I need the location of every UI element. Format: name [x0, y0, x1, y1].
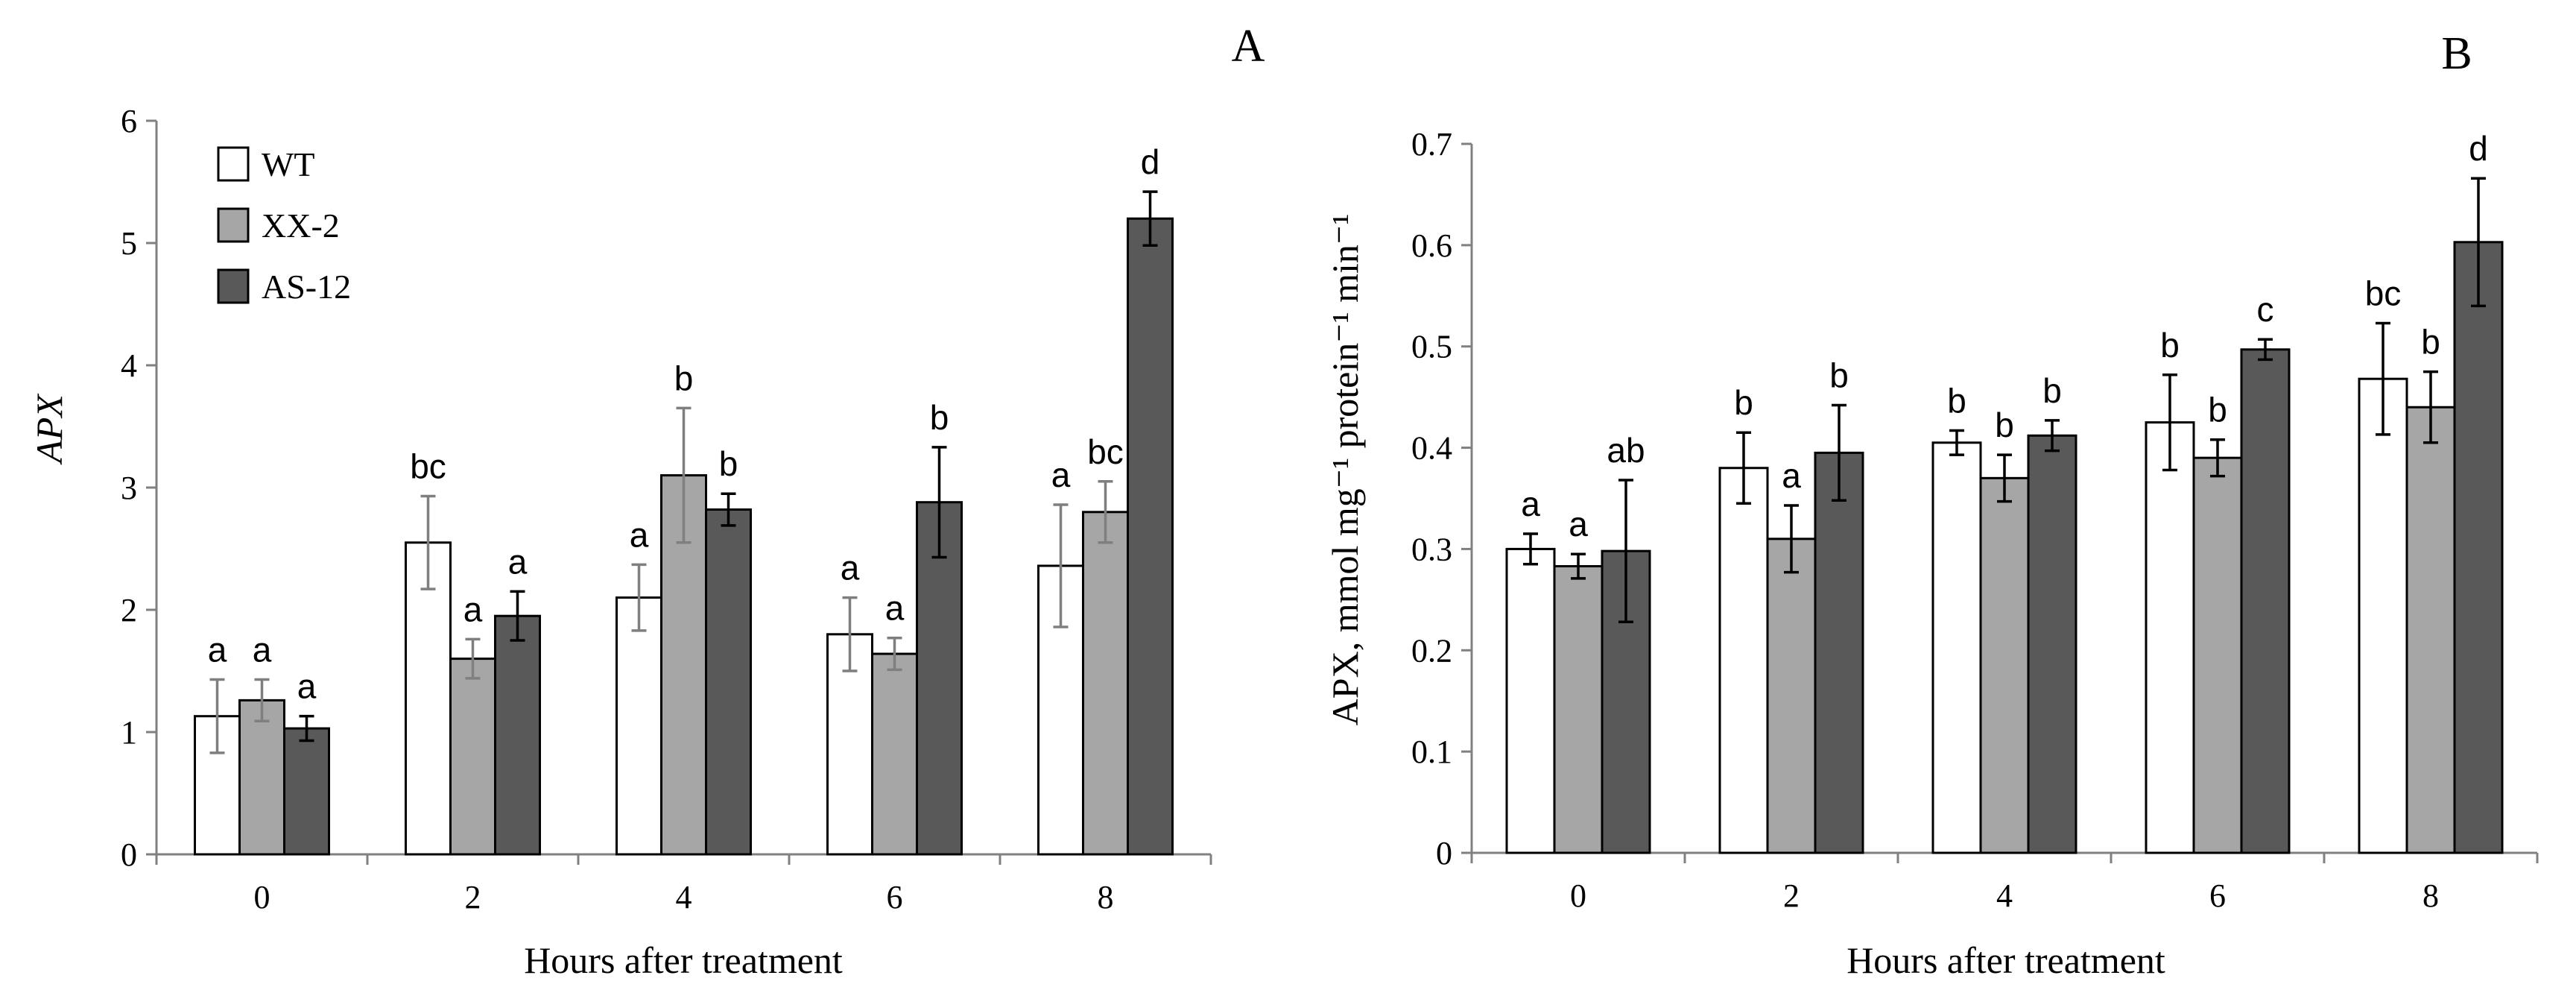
panel-a-x-tick-label: 2 — [465, 879, 481, 915]
panel-a-bar-wt — [615, 596, 662, 856]
panel-b-bar-xx-2 — [1553, 565, 1604, 854]
panel-a-significance-label: a — [253, 630, 272, 669]
panel-a-y-tick-label: 4 — [121, 347, 137, 384]
panel-a-bar-xx-2 — [449, 658, 496, 856]
panel-a-significance-label: b — [674, 359, 694, 397]
panel-a-significance-label: d — [1141, 142, 1160, 181]
panel-b-chart: B APX, mmol mg⁻¹ protein⁻¹ min⁻¹ Hours a… — [1324, 28, 2539, 981]
panel-a-y-axis-title: APX — [28, 393, 70, 465]
panel-b-bar-wt — [1505, 547, 1556, 854]
panel-a-significance-label: b — [719, 444, 738, 483]
panel-a-y-tick-label: 2 — [121, 592, 137, 628]
panel-a-legend-label: AS-12 — [262, 268, 351, 306]
panel-a-x-axis-title: Hours after treatment — [524, 939, 843, 981]
panel-b-y-tick-label: 0.4 — [1411, 430, 1452, 467]
panel-a-legend-label: WT — [262, 145, 315, 183]
panel-b-bar-wt — [2358, 377, 2408, 854]
panel-a-y-tick-label: 5 — [121, 225, 137, 262]
panel-b-significance-label: b — [2160, 326, 2180, 365]
panel-a-significance-label: a — [1051, 455, 1071, 494]
panel-b-bar-xx-2 — [1766, 538, 1817, 854]
panel-a-y-tick-label: 6 — [121, 103, 137, 139]
panel-b-bar-wt — [1718, 467, 1769, 854]
panel-b-significance-label: bc — [2365, 274, 2402, 312]
panel-b-bar-xx-2 — [1979, 476, 2030, 854]
panel-b-x-axis-title: Hours after treatment — [1846, 939, 2165, 981]
panel-b-significance-label: c — [2257, 290, 2274, 329]
panel-a-bar-xx-2 — [871, 652, 918, 856]
panel-a-bar-xx-2 — [1082, 511, 1129, 856]
panel-a-significance-label: a — [463, 590, 483, 628]
panel-a-x-tick-label: 0 — [254, 879, 270, 915]
panel-a-significance-label: a — [885, 589, 905, 628]
panel-a-axes: 0 1 2 3 4 5 6 0 2 4 6 8 — [121, 103, 1212, 915]
panel-a-bar-as-12 — [705, 508, 752, 856]
panel-b-significance-label: b — [1995, 406, 2014, 444]
panel-b-significance-label: b — [2208, 391, 2227, 429]
panel-a-significance-label: a — [630, 515, 649, 554]
panel-b-bar-as-12 — [1814, 451, 1864, 854]
panel-b-significance-label: ab — [1607, 431, 1645, 470]
panel-b-bar-as-12 — [2453, 241, 2504, 854]
panel-b-x-tick-label: 6 — [2209, 877, 2226, 914]
panel-a-significance-label: a — [208, 630, 227, 669]
panel-a-significance-label: a — [508, 542, 528, 581]
panel-b-x-tick-label: 2 — [1783, 877, 1800, 914]
panel-a-significance-label: b — [930, 398, 949, 437]
panel-a-y-tick-label: 0 — [121, 836, 137, 873]
panel-a-bar-as-12 — [283, 727, 330, 856]
panel-a-legend-swatch-xx-2 — [217, 207, 250, 243]
panel-a-significance-label: a — [841, 549, 860, 587]
panel-a-significance-label: bc — [1087, 432, 1124, 471]
panel-b-significance-label: d — [2469, 129, 2488, 168]
panel-b-bar-xx-2 — [2192, 456, 2243, 854]
panel-b-y-tick-label: 0.2 — [1411, 632, 1452, 669]
panel-b-bar-xx-2 — [2405, 406, 2456, 854]
panel-b-significance-label: a — [1521, 485, 1540, 523]
panel-a-label: A — [1232, 21, 1265, 72]
panel-a-x-tick-label: 4 — [676, 879, 692, 915]
panel-a-legend-swatch-as-12 — [217, 268, 250, 304]
panel-b-bar-wt — [1931, 441, 1982, 854]
panel-b-significance-label: b — [1734, 383, 1753, 422]
panel-b-y-tick-label: 0.5 — [1411, 329, 1452, 365]
panel-b-x-tick-label: 4 — [1996, 877, 2013, 914]
panel-b-y-axis-title: APX, mmol mg⁻¹ protein⁻¹ min⁻¹ — [1324, 214, 1366, 726]
panel-b-significance-label: b — [1829, 356, 1849, 395]
panel-b-bar-as-12 — [2240, 348, 2291, 854]
panel-b-y-tick-label: 0 — [1436, 835, 1452, 871]
panel-b-bar-wt — [2145, 421, 2195, 854]
panel-a-y-tick-label: 3 — [121, 470, 137, 506]
panel-b-y-tick-label: 0.1 — [1411, 734, 1452, 770]
panel-a-legend-swatch-wt — [217, 146, 250, 182]
panel-a-x-tick-label: 8 — [1098, 879, 1114, 915]
panel-b-x-tick-label: 8 — [2422, 877, 2439, 914]
panel-b-significance-label: b — [2421, 323, 2440, 362]
panel-b-y-tick-label: 0.7 — [1411, 126, 1452, 163]
panel-b-axes: 0 0.1 0.2 0.3 0.4 0.5 0.6 0.7 0 2 4 6 8 — [1411, 126, 2539, 914]
panel-a-legend: WT XX-2 AS-12 — [217, 145, 351, 306]
panel-b-significance-label: b — [1947, 381, 1966, 420]
panel-a-bar-xx-2 — [238, 699, 285, 856]
panel-b-y-tick-label: 0.3 — [1411, 531, 1452, 567]
panel-a-y-tick-label: 1 — [121, 714, 137, 751]
panel-a-x-tick-label: 6 — [887, 879, 903, 915]
panel-a-legend-label: XX-2 — [262, 207, 340, 245]
panel-b-bar-as-12 — [2027, 434, 2077, 854]
panel-b-significance-label: a — [1782, 456, 1801, 495]
panel-a-bar-as-12 — [494, 614, 541, 856]
panel-a-bar-as-12 — [916, 501, 963, 856]
panel-a-significance-label: bc — [410, 447, 446, 485]
panel-b-label: B — [2441, 28, 2472, 79]
panel-b-x-tick-label: 0 — [1570, 877, 1586, 914]
panel-b-significance-label: a — [1569, 505, 1588, 543]
panel-a-bar-as-12 — [1127, 217, 1174, 856]
panel-a-chart: A APX Hours after treatment 0 1 2 3 4 5 6 0 2 4 6 8… — [28, 21, 1265, 981]
panel-b-y-tick-label: 0.6 — [1411, 227, 1452, 264]
panel-b-significance-label: b — [2042, 371, 2062, 410]
panel-a-significance-label: a — [297, 667, 317, 706]
